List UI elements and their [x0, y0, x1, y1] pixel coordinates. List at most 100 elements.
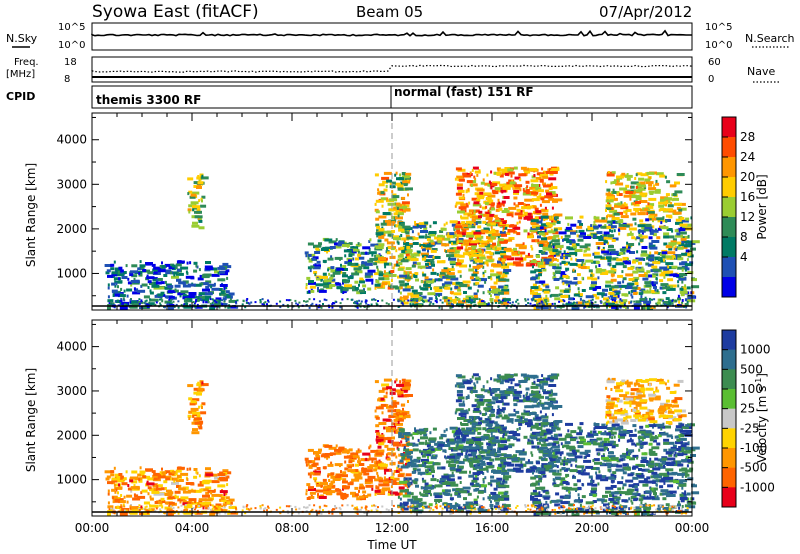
data-cell	[465, 299, 472, 303]
data-cell	[674, 183, 677, 187]
data-cell	[116, 479, 125, 483]
data-cell	[143, 295, 150, 299]
data-cell	[460, 450, 463, 454]
data-cell	[548, 168, 551, 172]
data-cell	[164, 470, 171, 474]
data-cell	[470, 503, 479, 506]
data-cell	[590, 273, 595, 277]
data-cell	[493, 247, 502, 251]
ground-scatter-cell	[536, 303, 539, 306]
ground-scatter-cell	[294, 299, 297, 302]
data-cell	[487, 194, 496, 198]
data-cell	[405, 172, 412, 176]
data-cell	[663, 258, 665, 262]
data-cell	[481, 254, 486, 258]
data-cell	[490, 203, 495, 207]
data-cell	[609, 294, 616, 298]
data-cell	[611, 206, 614, 210]
data-cell	[411, 436, 414, 440]
data-cell	[450, 277, 459, 281]
data-cell	[352, 257, 355, 261]
data-cell	[517, 251, 520, 254]
data-cell	[222, 297, 227, 301]
data-cell	[176, 268, 181, 272]
data-cell	[532, 265, 534, 269]
data-cell	[677, 254, 682, 258]
data-cell	[452, 488, 459, 492]
data-cell	[495, 275, 500, 279]
data-cell	[425, 233, 428, 237]
data-cell	[633, 292, 638, 295]
data-cell	[420, 287, 429, 291]
data-cell	[367, 493, 372, 497]
data-cell	[420, 486, 423, 490]
ground-scatter-cell	[500, 301, 502, 304]
data-cell	[520, 210, 523, 214]
data-cell	[146, 303, 152, 307]
data-cell	[665, 219, 668, 223]
data-cell	[619, 298, 622, 302]
data-cell	[113, 499, 120, 503]
data-cell	[534, 216, 539, 220]
data-cell	[126, 294, 129, 298]
data-cell	[486, 255, 493, 259]
ground-scatter-cell	[358, 303, 361, 306]
data-cell	[376, 243, 385, 247]
data-cell	[587, 227, 594, 231]
data-cell	[145, 468, 153, 472]
data-cell	[674, 245, 677, 249]
data-cell	[468, 209, 473, 213]
data-cell	[399, 203, 402, 207]
data-cell	[180, 472, 189, 476]
data-cell	[630, 202, 633, 206]
data-cell	[342, 272, 347, 275]
data-cell	[456, 240, 459, 244]
data-cell	[307, 254, 312, 257]
data-cell	[531, 234, 534, 238]
data-cell	[190, 193, 197, 197]
data-cell	[384, 478, 391, 482]
data-cell	[508, 378, 515, 382]
data-cell	[630, 185, 635, 189]
data-cell	[629, 192, 636, 196]
data-cell	[471, 168, 474, 172]
data-cell	[447, 438, 450, 442]
data-cell	[378, 483, 385, 487]
data-cell	[328, 280, 331, 284]
data-cell	[160, 487, 165, 491]
data-cell	[515, 257, 523, 261]
data-cell	[341, 244, 350, 248]
data-cell	[446, 503, 453, 506]
date-title: 07/Apr/2012	[599, 3, 692, 21]
data-cell	[565, 267, 570, 271]
data-cell	[381, 483, 390, 487]
ground-scatter-cell	[397, 300, 400, 303]
data-cell	[329, 276, 334, 280]
data-cell	[513, 202, 516, 206]
data-cell	[439, 230, 444, 233]
data-cell	[531, 183, 534, 187]
data-cell	[449, 260, 456, 264]
data-cell	[530, 277, 537, 281]
ground-scatter-cell	[482, 300, 485, 303]
data-cell	[633, 306, 640, 310]
data-cell	[454, 437, 457, 441]
data-cell	[558, 227, 563, 231]
data-cell	[323, 491, 330, 494]
data-cell	[126, 494, 133, 498]
data-cell	[623, 210, 628, 214]
data-cell	[146, 509, 152, 513]
data-cell	[191, 191, 200, 195]
ground-scatter-cell	[461, 306, 464, 309]
data-cell	[374, 478, 383, 482]
data-cell	[503, 224, 510, 228]
data-cell	[616, 253, 621, 256]
data-cell	[549, 171, 558, 174]
data-cell	[455, 254, 462, 258]
ground-scatter-cell	[469, 306, 472, 309]
data-cell	[204, 471, 213, 475]
data-cell	[510, 389, 517, 392]
data-cell	[478, 244, 485, 248]
data-cell	[626, 177, 631, 181]
data-cell	[420, 245, 423, 249]
